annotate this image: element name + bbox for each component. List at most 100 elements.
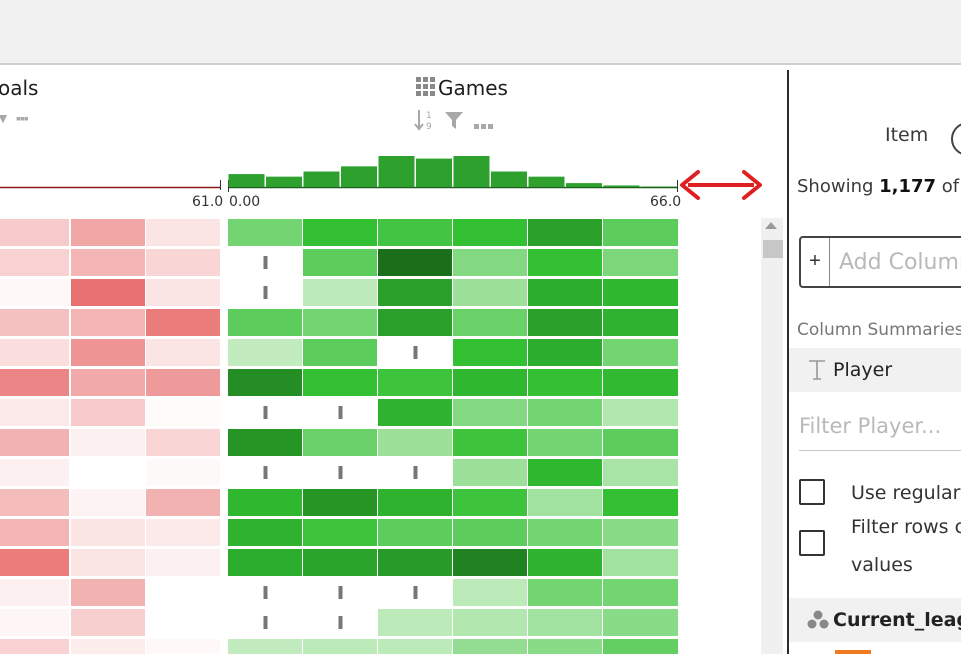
games-cell[interactable] xyxy=(303,339,377,366)
vertical-scrollbar[interactable] xyxy=(761,218,783,654)
goals-cell[interactable] xyxy=(71,279,145,306)
games-cell[interactable] xyxy=(453,249,527,276)
games-cell[interactable] xyxy=(378,309,452,336)
goals-cell[interactable] xyxy=(71,429,145,456)
histogram-bar[interactable] xyxy=(453,156,490,187)
goals-cell[interactable] xyxy=(146,429,220,456)
goals-cell[interactable] xyxy=(0,279,69,306)
games-cell[interactable] xyxy=(603,369,678,396)
goals-cell[interactable] xyxy=(146,249,220,276)
goals-cell[interactable] xyxy=(146,459,220,486)
games-cell[interactable] xyxy=(453,639,527,654)
filter-rows-checkbox[interactable] xyxy=(799,530,825,556)
games-cell[interactable] xyxy=(603,249,678,276)
games-cell[interactable] xyxy=(528,399,602,426)
goals-cell[interactable] xyxy=(0,639,69,654)
filter-icon[interactable] xyxy=(444,111,464,131)
games-cell[interactable] xyxy=(378,489,452,516)
histogram-bar[interactable] xyxy=(491,171,527,188)
missing-value-mark[interactable] xyxy=(263,406,268,419)
goals-cell[interactable] xyxy=(71,579,145,606)
games-cell[interactable] xyxy=(603,519,678,546)
games-cell[interactable] xyxy=(228,549,302,576)
games-cell[interactable] xyxy=(378,429,452,456)
goals-cell[interactable] xyxy=(71,369,145,396)
missing-value-mark[interactable] xyxy=(413,586,418,599)
games-cell[interactable] xyxy=(603,489,678,516)
goals-cell[interactable] xyxy=(0,429,69,456)
games-cell[interactable] xyxy=(303,279,377,306)
goals-cell[interactable] xyxy=(0,519,69,546)
games-cell[interactable] xyxy=(603,219,678,246)
games-cell[interactable] xyxy=(378,639,452,654)
missing-value-mark[interactable] xyxy=(263,616,268,629)
games-cell[interactable] xyxy=(528,309,602,336)
goals-cell[interactable] xyxy=(0,309,69,336)
goals-cell[interactable] xyxy=(146,609,220,636)
games-cell[interactable] xyxy=(228,489,302,516)
goals-cell[interactable] xyxy=(146,399,220,426)
goals-cell[interactable] xyxy=(0,579,69,606)
player-section-header[interactable]: Player xyxy=(789,348,961,392)
goals-cell[interactable] xyxy=(0,399,69,426)
games-cell[interactable] xyxy=(378,609,452,636)
games-cell[interactable] xyxy=(603,339,678,366)
games-cell[interactable] xyxy=(528,339,602,366)
games-cell[interactable] xyxy=(453,549,527,576)
games-cell[interactable] xyxy=(528,489,602,516)
games-cell[interactable] xyxy=(378,219,452,246)
goals-cell[interactable] xyxy=(0,459,69,486)
histogram-bar[interactable] xyxy=(303,171,340,188)
games-cell[interactable] xyxy=(378,279,452,306)
missing-value-mark[interactable] xyxy=(263,586,268,599)
games-cell[interactable] xyxy=(453,339,527,366)
filter-player-input[interactable]: Filter Player... xyxy=(799,414,942,438)
games-cell[interactable] xyxy=(603,399,678,426)
histogram-bar[interactable] xyxy=(266,176,302,187)
games-cell[interactable] xyxy=(528,369,602,396)
games-cell[interactable] xyxy=(528,579,602,606)
missing-value-mark[interactable] xyxy=(413,346,418,359)
games-cell[interactable] xyxy=(228,519,302,546)
games-cell[interactable] xyxy=(378,369,452,396)
more-icon[interactable]: ▪▪▪ xyxy=(16,110,29,126)
games-cell[interactable] xyxy=(453,429,527,456)
games-column-title[interactable]: Games xyxy=(438,76,508,100)
goals-column-title[interactable]: oals xyxy=(0,76,39,100)
use-regular-checkbox[interactable] xyxy=(799,479,825,505)
goals-cell[interactable] xyxy=(71,549,145,576)
goals-cell[interactable] xyxy=(146,489,220,516)
goals-cell[interactable] xyxy=(0,339,69,366)
missing-value-mark[interactable] xyxy=(338,616,343,629)
goals-cell[interactable] xyxy=(146,219,220,246)
histogram-bar[interactable] xyxy=(603,185,640,187)
games-cell[interactable] xyxy=(303,429,377,456)
games-cell[interactable] xyxy=(453,609,527,636)
more-icon[interactable] xyxy=(474,117,494,129)
goals-cell[interactable] xyxy=(0,249,69,276)
games-cell[interactable] xyxy=(228,369,302,396)
goals-cell[interactable] xyxy=(146,279,220,306)
games-cell[interactable] xyxy=(303,549,377,576)
games-cell[interactable] xyxy=(228,639,302,654)
games-cell[interactable] xyxy=(228,219,302,246)
goals-cell[interactable] xyxy=(146,579,220,606)
histogram-bar[interactable] xyxy=(228,174,265,187)
sort-numeric-icon[interactable]: 1 9 xyxy=(414,108,436,132)
games-cell[interactable] xyxy=(453,279,527,306)
missing-value-mark[interactable] xyxy=(263,256,268,269)
goals-cell[interactable] xyxy=(71,219,145,246)
histogram-bar[interactable] xyxy=(416,158,452,187)
games-cell[interactable] xyxy=(228,309,302,336)
item-toggle[interactable] xyxy=(951,122,961,156)
games-cell[interactable] xyxy=(303,489,377,516)
games-cell[interactable] xyxy=(603,429,678,456)
goals-cell[interactable] xyxy=(146,519,220,546)
current-league-section-header[interactable]: Current_leagu xyxy=(789,598,961,642)
missing-value-mark[interactable] xyxy=(338,406,343,419)
games-cell[interactable] xyxy=(603,639,678,654)
goals-cell[interactable] xyxy=(0,549,69,576)
games-cell[interactable] xyxy=(528,609,602,636)
histogram-bar[interactable] xyxy=(528,176,565,187)
histogram-bar[interactable] xyxy=(566,183,602,187)
